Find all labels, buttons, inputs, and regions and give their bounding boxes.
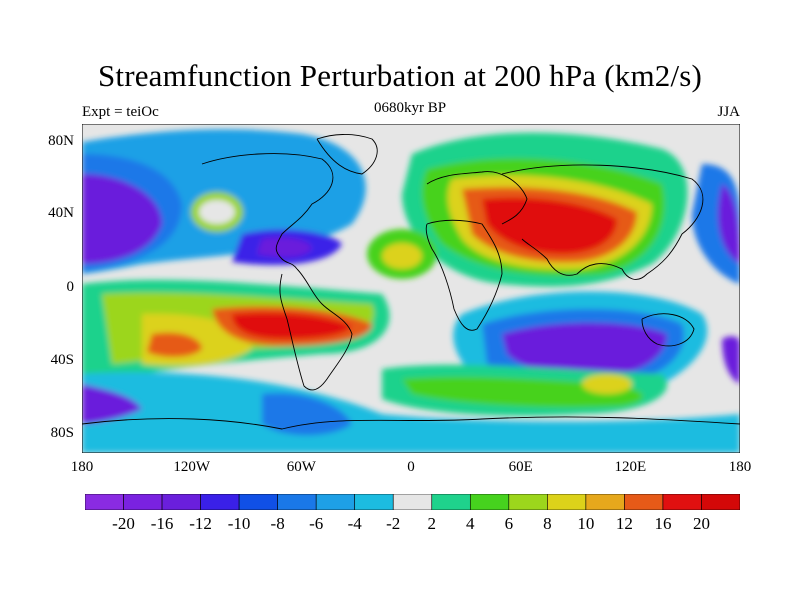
colorbar-label: 20 [692,514,710,533]
lon-label: 180 [70,459,94,475]
colorbar-label: -6 [309,514,324,533]
colorbar-swatch [431,494,471,510]
colorbar-swatch [547,494,587,510]
lon-label: 120W [173,459,211,475]
lon-label: 180 [728,459,752,475]
lon-label: 60E [508,459,533,475]
colorbar-label: -8 [270,514,285,533]
colorbar-label: -20 [112,514,135,533]
colorbar-label: 16 [654,514,672,533]
colorbar-label: 10 [577,514,595,533]
colorbar-swatch [200,494,240,510]
colorbar-label: -2 [386,514,401,533]
colorbar-label: 6 [504,514,514,533]
time-label: 0680kyr BP [373,100,447,116]
colorbar-label: -16 [150,514,174,533]
lat-label: 0 [66,279,75,295]
colorbar-swatch [161,494,201,510]
lat-label: 80N [48,133,74,149]
colorbar-swatch [508,494,548,510]
map-plot [82,124,740,453]
colorbar-swatch [585,494,625,510]
colorbar-label: 4 [466,514,475,533]
coastlines [82,134,740,430]
colorbar-swatch [238,494,278,510]
lon-label: 60W [286,459,316,475]
colorbar-label: 8 [543,514,552,533]
colorbar-swatch [469,494,510,510]
colorbar-swatch [624,494,664,510]
colorbar [85,494,740,510]
colorbar-label: -4 [347,514,362,533]
colorbar-swatch [392,494,433,510]
colorbar-swatch [662,494,702,510]
lon-label: 120E [614,459,647,475]
colorbar-swatch [315,494,356,510]
colorbar-swatch [123,494,163,510]
lat-label: 40S [50,352,74,368]
colorbar-swatch [277,494,317,510]
season-label: JJA [717,104,740,120]
colorbar-label: 12 [615,514,633,533]
lat-label: 80S [50,425,74,441]
colorbar-label: -12 [189,514,212,533]
lat-label: 40N [48,205,74,221]
colorbar-label: -10 [227,514,251,533]
colorbar-swatch [701,494,740,510]
colorbar-swatch [85,494,124,510]
colorbar-label: 2 [427,514,437,533]
contour-fill [82,129,740,453]
chart-title: Streamfunction Perturbation at 200 hPa (… [97,58,703,93]
experiment-label: Expt = teiOc [82,104,159,120]
colorbar-swatch [354,494,394,510]
lon-label: 0 [407,459,415,475]
